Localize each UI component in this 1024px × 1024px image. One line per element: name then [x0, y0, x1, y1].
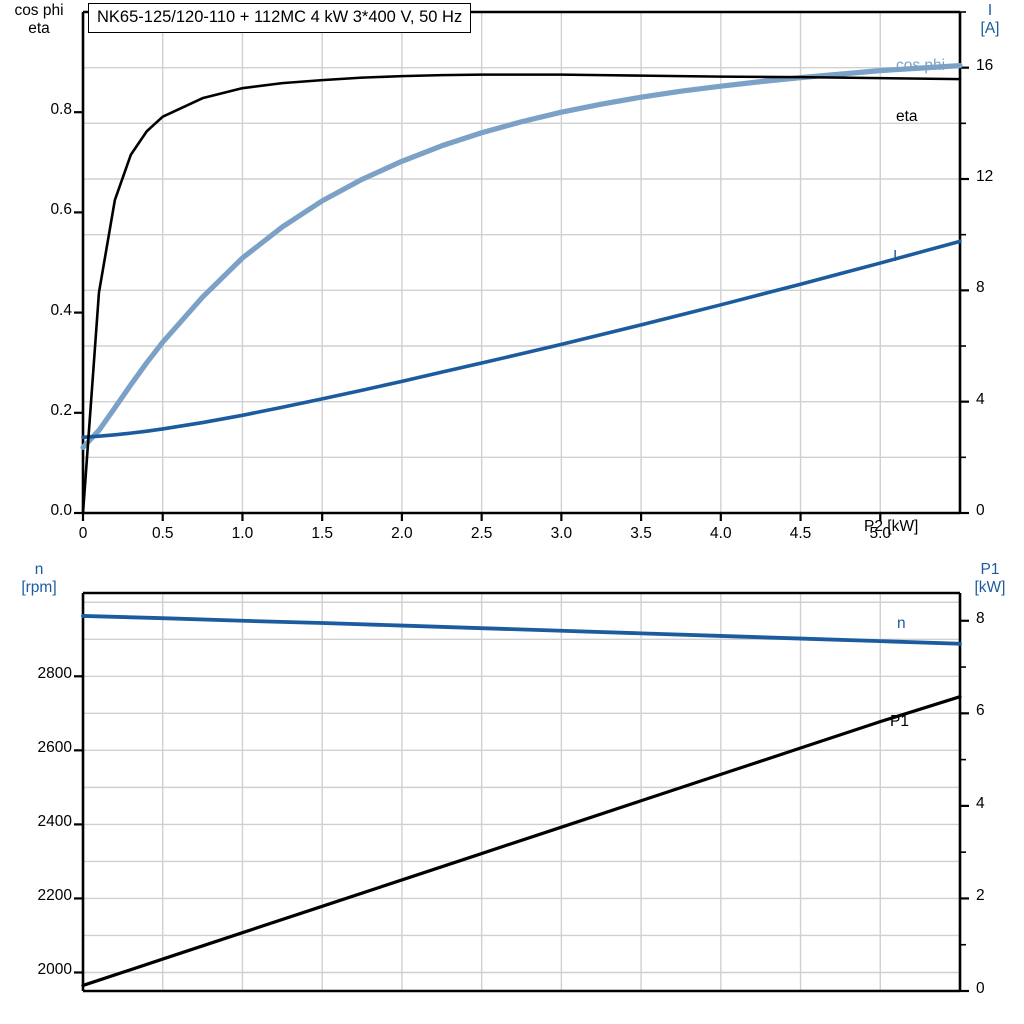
x-axis-title: P2 [kW] — [864, 518, 919, 535]
x-tick-label: 1.0 — [231, 525, 254, 542]
bottom-left-axis-title: n [rpm] — [0, 561, 78, 598]
y-right-tick-label: 6 — [976, 702, 985, 720]
bottom-chart-plot — [74, 591, 969, 993]
y-left-tick-label: 0.4 — [50, 301, 72, 319]
bottom-right-axis-title-line1: P1 — [980, 561, 1000, 578]
y-right-tick-label: 0 — [976, 980, 985, 997]
bottom-left-axis-title-line1: n — [34, 561, 44, 578]
x-tick-label: 4.5 — [789, 525, 812, 542]
y-right-tick-label: 2 — [976, 887, 985, 905]
bottom-right-axis-title: P1 [kW] — [958, 561, 1022, 598]
y-left-tick-label: 0.0 — [50, 502, 72, 519]
y-left-tick-label: 0.6 — [50, 201, 72, 219]
curve-label-eta: eta — [896, 108, 918, 125]
x-tick-label: 2.5 — [470, 525, 493, 542]
y-left-tick-label: 2200 — [37, 887, 72, 905]
x-tick-label: 4.0 — [710, 525, 732, 542]
y-right-tick-label: 8 — [976, 609, 985, 627]
y-right-tick-label: 8 — [976, 279, 985, 297]
x-tick-label: 3.0 — [550, 525, 573, 542]
top-left-axis-title: cos phi eta — [0, 2, 78, 39]
y-left-tick-label: 0.2 — [50, 401, 72, 419]
x-tick-label: 5.0 — [869, 525, 892, 542]
y-left-tick-label: 2600 — [37, 739, 72, 757]
y-right-tick-label: 4 — [976, 390, 985, 408]
bottom-left-axis-title-line2: [rpm] — [21, 579, 57, 597]
curve-label-cos-phi: cos phi — [896, 57, 946, 74]
x-tick-label: 0 — [78, 525, 88, 542]
y-left-tick-label: 2400 — [37, 813, 72, 831]
chart-title: NK65-125/120-110 + 112MC 4 kW 3*400 V, 5… — [88, 3, 472, 33]
x-tick-label: 2.0 — [391, 525, 413, 542]
top-right-axis-title-line1: I — [987, 2, 993, 19]
curve-label-p1: P1 — [890, 713, 909, 730]
y-right-tick-label: 12 — [976, 168, 994, 185]
x-tick-label: 1.5 — [311, 525, 333, 542]
x-tick-label: 3.5 — [630, 525, 652, 542]
curve-label-current: I — [893, 248, 898, 265]
bottom-right-axis-title-line2: [kW] — [974, 579, 1006, 597]
curve-label-speed: n — [897, 615, 906, 632]
top-chart-plot — [74, 10, 969, 521]
y-right-tick-label: 16 — [976, 56, 994, 74]
y-left-tick-label: 0.8 — [50, 101, 72, 119]
y-left-tick-label: 2800 — [37, 665, 72, 683]
top-left-axis-title-line2: eta — [28, 20, 50, 38]
y-right-tick-label: 4 — [976, 794, 985, 812]
y-right-tick-label: 0 — [976, 502, 985, 519]
top-right-axis-title-line2: [A] — [980, 20, 1000, 38]
top-left-axis-title-line1: cos phi — [14, 2, 64, 19]
y-left-tick-label: 2000 — [37, 961, 72, 979]
x-tick-label: 0.5 — [151, 525, 174, 542]
bottom-chart-panel: n [rpm] P1 [kW] n P1 2000 2200 2400 2600 280… — [0, 553, 1024, 1024]
top-chart-panel: cos phi eta I [A] NK65-125/120-110 + 112… — [0, 2, 1022, 542]
top-right-axis-title: I [A] — [958, 2, 1022, 39]
